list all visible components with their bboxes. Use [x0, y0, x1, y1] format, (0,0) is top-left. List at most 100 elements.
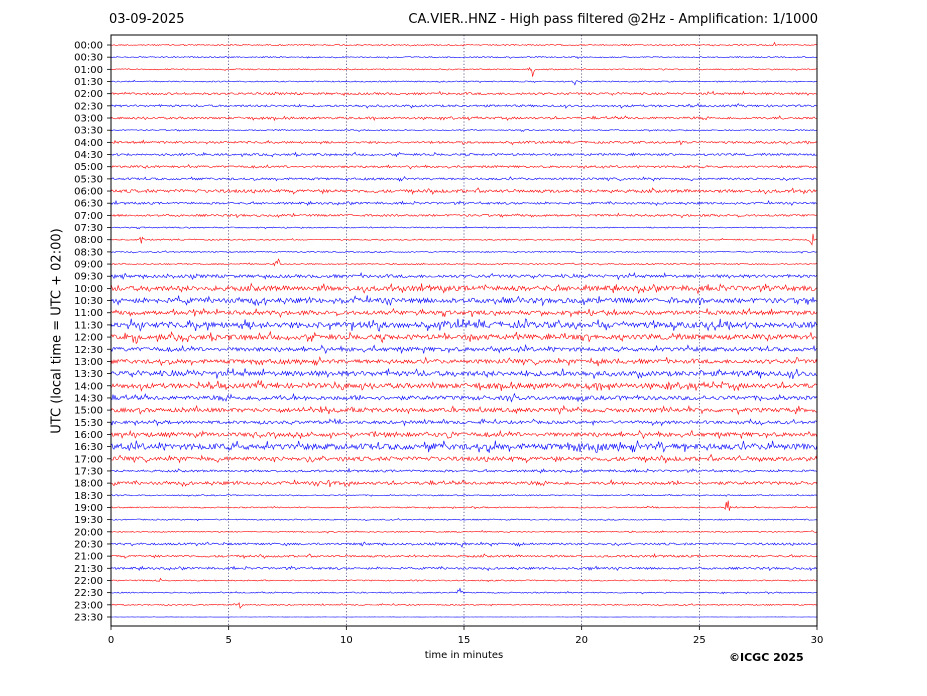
- trace-line: [110, 90, 818, 97]
- trace-line: [110, 103, 818, 109]
- trace-line: [110, 258, 818, 267]
- trace-line: [110, 530, 818, 534]
- trace-line: [110, 453, 818, 464]
- y-tick-label: 01:30: [74, 77, 103, 88]
- trace-line: [110, 175, 818, 182]
- y-tick-label: 00:30: [74, 53, 103, 64]
- trace-line: [110, 356, 818, 367]
- y-tick-label: 02:00: [74, 89, 103, 100]
- trace-line: [111, 493, 818, 497]
- x-tick-label: 20: [575, 635, 588, 646]
- trace-line: [111, 41, 818, 47]
- trace-line: [110, 225, 818, 230]
- trace-line: [110, 233, 818, 246]
- y-tick-label: 20:00: [74, 527, 103, 538]
- y-tick-label: 23:00: [74, 600, 103, 611]
- trace-line: [110, 115, 818, 122]
- trace-line: [110, 128, 818, 132]
- trace-line: [110, 200, 818, 207]
- trace-line: [111, 66, 817, 77]
- x-axis-label: time in minutes: [424, 650, 504, 661]
- y-tick-label: 20:30: [74, 539, 103, 550]
- trace-line: [110, 518, 818, 522]
- x-tick-label: 30: [811, 635, 824, 646]
- trace-line: [110, 55, 818, 60]
- trace-line: [110, 163, 818, 170]
- y-tick-label: 16:00: [74, 430, 103, 441]
- y-tick-label: 03:30: [74, 126, 103, 137]
- trace-line: [110, 330, 818, 345]
- trace-line: [110, 282, 818, 295]
- y-tick-label: 10:30: [74, 296, 103, 307]
- chart-title: CA.VIER..HNZ - High pass filtered @2Hz -…: [408, 12, 818, 27]
- x-tick-label: 15: [458, 635, 471, 646]
- x-tick-label: 5: [225, 635, 231, 646]
- y-tick-label: 03:00: [74, 114, 103, 125]
- y-tick-label: 00:00: [74, 41, 103, 52]
- trace-line: [110, 587, 817, 595]
- trace-line: [110, 79, 818, 86]
- y-tick-label: 05:00: [74, 162, 103, 173]
- trace-line: [110, 272, 818, 281]
- trace-line: [110, 318, 818, 332]
- trace-line: [110, 187, 818, 195]
- y-tick-label: 14:00: [74, 381, 103, 392]
- trace-line: [110, 541, 818, 548]
- y-tick-label: 22:00: [74, 576, 103, 587]
- y-tick-label: 17:30: [74, 466, 103, 477]
- y-tick-label: 23:30: [74, 612, 103, 623]
- trace-lines: [110, 41, 818, 618]
- y-tick-label: 15:30: [74, 418, 103, 429]
- y-axis-label: UTC (local time = UTC + 02:00): [49, 228, 65, 434]
- y-tick-label: 19:00: [74, 503, 103, 514]
- y-tick-label: 16:30: [74, 442, 103, 453]
- y-tick-label: 12:30: [74, 345, 103, 356]
- y-tick-label: 11:00: [74, 308, 103, 319]
- trace-line: [110, 404, 818, 416]
- trace-line: [110, 479, 818, 488]
- y-tick-label: 12:00: [74, 333, 103, 344]
- y-tick-label: 21:00: [74, 552, 103, 563]
- x-tick-label: 10: [340, 635, 353, 646]
- y-tick-label: 01:00: [74, 65, 103, 76]
- trace-line: [110, 500, 818, 511]
- y-tick-label: 05:30: [74, 174, 103, 185]
- y-tick-label: 22:30: [74, 588, 103, 599]
- trace-line: [110, 379, 818, 392]
- trace-line: [110, 212, 818, 219]
- trace-line: [110, 250, 818, 254]
- y-tick-label: 11:30: [74, 320, 103, 331]
- y-tick-label: 04:00: [74, 138, 103, 149]
- y-tick-label: 21:30: [74, 564, 103, 575]
- y-tick-label: 10:00: [74, 284, 103, 295]
- trace-line: [110, 418, 818, 427]
- trace-line: [110, 392, 818, 403]
- grid-lines: [228, 35, 700, 626]
- trace-line: [110, 440, 818, 453]
- x-tick-label: 0: [108, 635, 114, 646]
- trace-line: [110, 151, 818, 158]
- y-tick-label: 09:00: [74, 260, 103, 271]
- trace-line: [110, 429, 818, 440]
- y-tick-label: 08:30: [74, 247, 103, 258]
- y-tick-label: 07:00: [74, 211, 103, 222]
- y-tick-label: 07:30: [74, 223, 103, 234]
- trace-line: [110, 344, 818, 355]
- y-tick-label: 02:30: [74, 101, 103, 112]
- trace-line: [110, 368, 818, 379]
- y-tick-label: 18:30: [74, 491, 103, 502]
- trace-line: [110, 307, 818, 318]
- trace-line: [111, 139, 818, 146]
- y-tick-label: 13:00: [74, 357, 103, 368]
- y-tick-label: 06:00: [74, 187, 103, 198]
- y-tick-label: 17:00: [74, 454, 103, 465]
- trace-line: [110, 467, 818, 474]
- plot-date: 03-09-2025: [109, 12, 185, 27]
- x-tick-label: 25: [693, 635, 706, 646]
- y-tick-label: 06:30: [74, 199, 103, 210]
- trace-line: [110, 601, 818, 609]
- trace-line: [110, 565, 818, 572]
- y-tick-label: 18:00: [74, 479, 103, 490]
